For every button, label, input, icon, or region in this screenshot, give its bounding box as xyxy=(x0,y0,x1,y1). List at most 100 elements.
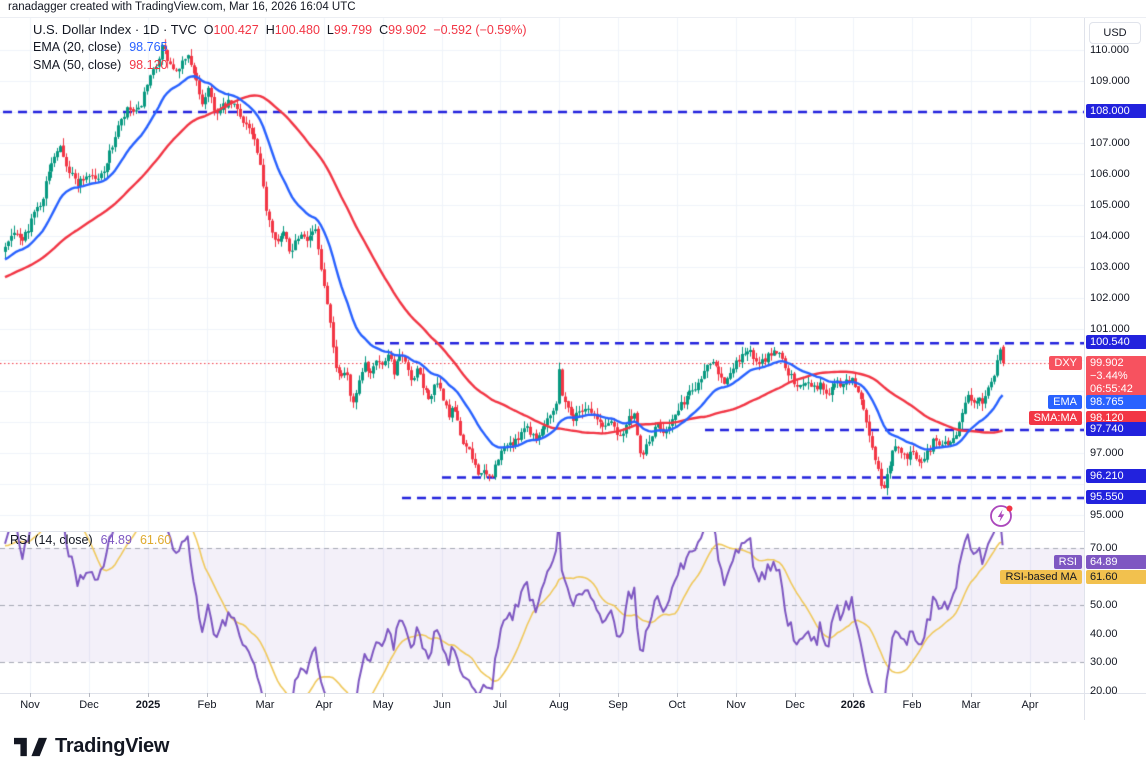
time-axis-tick xyxy=(677,693,678,697)
ema-value: 98.765 xyxy=(129,40,168,54)
high-label: H xyxy=(265,23,275,37)
main-price-pane[interactable] xyxy=(0,18,1084,532)
time-axis-label[interactable]: May xyxy=(372,699,394,711)
time-axis-tick xyxy=(207,693,208,697)
lightning-alert-button[interactable] xyxy=(988,502,1015,529)
ema-label[interactable]: EMA (20, close) xyxy=(33,40,122,54)
level-price-badge: 96.210 xyxy=(1086,469,1146,484)
price-tick-label: 105.000 xyxy=(1090,199,1130,211)
price-tick-label: 109.000 xyxy=(1090,75,1130,87)
time-axis-tick xyxy=(383,693,384,697)
rsi-chip: RSI xyxy=(1053,555,1082,569)
level-price-badge: 108.000 xyxy=(1086,104,1146,118)
time-axis-label[interactable]: Feb xyxy=(197,699,217,711)
time-axis-tick xyxy=(265,693,266,697)
time-axis-label[interactable]: Oct xyxy=(668,699,686,711)
time-axis-tick xyxy=(736,693,737,697)
time-axis-label[interactable]: Apr xyxy=(315,699,333,711)
ema-legend-row: EMA (20, close) 98.765 xyxy=(33,39,526,56)
level-price-badge: 95.550 xyxy=(1086,489,1146,504)
rsi-ma-value: 61.60 xyxy=(139,533,172,547)
time-axis-tick xyxy=(1030,693,1031,697)
symbol-title[interactable]: U.S. Dollar Index · 1D · TVC xyxy=(33,22,197,37)
time-axis-tick xyxy=(148,693,149,697)
price-tick-label: 104.000 xyxy=(1090,230,1130,242)
time-axis-label[interactable]: Apr xyxy=(1021,699,1039,711)
symbol-legend: U.S. Dollar Index · 1D · TVC O100.427 H100… xyxy=(33,21,526,75)
time-axis-label[interactable]: 2026 xyxy=(840,699,866,711)
dxy-countdown: 06:55:42 xyxy=(1090,383,1133,395)
sma-label[interactable]: SMA (50, close) xyxy=(33,58,122,72)
rsi-tick-label: 40.00 xyxy=(1090,627,1118,640)
time-axis-label[interactable]: Nov xyxy=(20,699,40,711)
rsi-tick-label: 50.00 xyxy=(1090,599,1118,611)
time-axis-label[interactable]: Aug xyxy=(549,699,569,711)
open-label: O xyxy=(203,23,214,37)
tradingview-mark-icon xyxy=(14,737,47,756)
price-tick-label: 97.000 xyxy=(1090,447,1124,459)
high-value: 100.480 xyxy=(274,23,320,37)
rsi-label[interactable]: RSI (14, close) xyxy=(10,533,93,547)
sma-legend-row: SMA (50, close) 98.120 xyxy=(33,57,526,74)
time-axis-label[interactable]: Nov xyxy=(726,699,746,711)
price-tick-label: 106.000 xyxy=(1090,168,1130,180)
time-axis-tick xyxy=(912,693,913,697)
time-axis-border xyxy=(0,693,1146,694)
price-tick-label: 101.000 xyxy=(1090,323,1130,335)
time-axis-tick xyxy=(324,693,325,697)
low-label: L xyxy=(326,23,334,37)
time-axis-label[interactable]: Mar xyxy=(961,699,981,711)
rsi-ma-chip: RSI-based MA xyxy=(1000,570,1082,584)
time-axis-tick xyxy=(971,693,972,697)
tradingview-wordmark: TradingView xyxy=(55,735,170,757)
time-axis-tick xyxy=(795,693,796,697)
time-axis-tick xyxy=(618,693,619,697)
price-tick-label: 95.000 xyxy=(1090,509,1124,521)
rsi-tick-label: 30.00 xyxy=(1090,656,1118,668)
time-axis-label[interactable]: 2025 xyxy=(135,699,161,711)
price-tick-label: 110.000 xyxy=(1090,44,1129,56)
price-tick-label: 102.000 xyxy=(1090,292,1130,304)
price-tick-label: 107.000 xyxy=(1090,137,1130,149)
ema-chip: EMA xyxy=(1048,395,1082,409)
rsi-tick-label: 20.00 xyxy=(1090,684,1118,697)
rsi-ma-value-badge: 61.60 xyxy=(1086,570,1146,584)
level-price-badge: 97.740 xyxy=(1086,422,1146,437)
time-axis-tick xyxy=(559,693,560,697)
time-axis-label[interactable]: Jul xyxy=(492,699,508,711)
close-label: C xyxy=(379,23,389,37)
time-axis-tick xyxy=(442,693,443,697)
ohlc-row: U.S. Dollar Index · 1D · TVC O100.427 H100… xyxy=(33,21,526,38)
dxy-price-chip: DXY xyxy=(1049,356,1082,370)
dxy-last-price: 99.902 xyxy=(1090,357,1124,369)
time-axis-tick xyxy=(30,693,31,697)
time-axis-tick xyxy=(500,693,501,697)
time-axis-label[interactable]: Jun xyxy=(433,699,451,711)
sma-chip: SMA:MA xyxy=(1028,411,1082,425)
lightning-bolt-icon xyxy=(997,509,1005,522)
currency-unit-button[interactable]: USD xyxy=(1089,22,1141,44)
change-value: −0.592 (−0.59%) xyxy=(433,23,527,37)
low-value: 99.799 xyxy=(333,23,373,37)
price-axis-border xyxy=(1084,18,1085,720)
rsi-pane[interactable] xyxy=(0,532,1084,693)
level-price-badge: 100.540 xyxy=(1086,335,1146,350)
time-axis-label[interactable]: Sep xyxy=(608,699,628,711)
time-axis-label[interactable]: Mar xyxy=(255,699,275,711)
attribution-text: ranadagger created with TradingView.com,… xyxy=(8,1,356,13)
time-axis-label[interactable]: Dec xyxy=(79,699,99,711)
rsi-value-badge: 64.89 xyxy=(1086,555,1146,569)
time-axis-tick xyxy=(89,693,90,697)
rsi-legend: RSI (14, close) 64.89 61.60 xyxy=(10,533,171,547)
sma-value: 98.120 xyxy=(129,58,168,72)
tradingview-logo[interactable]: TradingView xyxy=(14,735,169,758)
sma-value-badge: 98.120 xyxy=(1086,411,1146,425)
time-axis-label[interactable]: Dec xyxy=(785,699,805,711)
time-axis-label[interactable]: Feb xyxy=(902,699,922,711)
pane-separator[interactable] xyxy=(0,531,1084,532)
ema-value-badge: 98.765 xyxy=(1086,395,1146,409)
close-value: 99.902 xyxy=(388,23,427,37)
rsi-tick-label: 70.00 xyxy=(1090,542,1118,554)
rsi-value: 64.89 xyxy=(100,533,132,547)
